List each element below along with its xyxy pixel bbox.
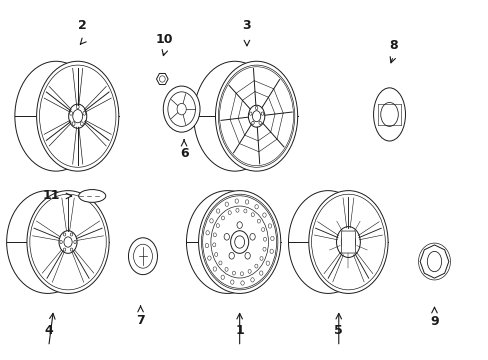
Ellipse shape [251, 213, 254, 217]
Ellipse shape [80, 122, 83, 126]
Ellipse shape [336, 226, 360, 257]
Text: 10: 10 [156, 33, 173, 46]
Ellipse shape [249, 112, 251, 115]
Ellipse shape [221, 275, 224, 279]
Text: 6: 6 [180, 147, 188, 160]
Ellipse shape [159, 76, 165, 82]
Ellipse shape [207, 256, 211, 260]
Ellipse shape [209, 219, 213, 223]
Ellipse shape [70, 233, 73, 236]
Ellipse shape [245, 200, 248, 204]
Ellipse shape [248, 105, 264, 127]
Ellipse shape [128, 238, 157, 275]
Ellipse shape [380, 103, 398, 126]
Ellipse shape [177, 103, 186, 115]
Ellipse shape [216, 209, 220, 213]
Ellipse shape [230, 280, 234, 284]
Ellipse shape [252, 111, 260, 122]
Ellipse shape [261, 112, 263, 115]
Ellipse shape [224, 267, 227, 271]
Ellipse shape [263, 247, 265, 251]
Ellipse shape [232, 271, 235, 275]
Ellipse shape [259, 121, 261, 125]
Ellipse shape [68, 104, 86, 128]
Ellipse shape [212, 243, 215, 247]
Polygon shape [419, 245, 448, 278]
Ellipse shape [240, 272, 243, 276]
Ellipse shape [83, 111, 85, 115]
Ellipse shape [228, 252, 234, 259]
Ellipse shape [70, 248, 73, 251]
Ellipse shape [73, 109, 82, 123]
Ellipse shape [254, 264, 257, 268]
Ellipse shape [257, 219, 260, 223]
Ellipse shape [64, 237, 72, 247]
Ellipse shape [198, 191, 280, 293]
Ellipse shape [63, 248, 66, 251]
Ellipse shape [244, 252, 250, 259]
Ellipse shape [205, 243, 208, 248]
Text: 4: 4 [44, 324, 53, 337]
Ellipse shape [60, 240, 62, 244]
Ellipse shape [260, 256, 263, 260]
Ellipse shape [263, 237, 266, 241]
Ellipse shape [255, 106, 257, 109]
Ellipse shape [228, 211, 231, 215]
Ellipse shape [261, 228, 264, 231]
Ellipse shape [205, 231, 209, 235]
Ellipse shape [259, 271, 263, 275]
Ellipse shape [213, 233, 216, 237]
Ellipse shape [247, 269, 251, 273]
Ellipse shape [69, 111, 72, 115]
Ellipse shape [254, 204, 258, 209]
Ellipse shape [244, 209, 246, 213]
Polygon shape [156, 73, 168, 85]
Ellipse shape [59, 231, 77, 253]
Text: 11: 11 [42, 189, 60, 202]
Ellipse shape [214, 252, 217, 256]
Ellipse shape [230, 231, 248, 253]
Ellipse shape [308, 191, 387, 293]
Ellipse shape [427, 251, 441, 272]
Ellipse shape [72, 122, 75, 126]
Ellipse shape [219, 261, 222, 265]
Text: 9: 9 [429, 315, 438, 328]
Ellipse shape [221, 216, 224, 220]
Ellipse shape [265, 261, 269, 265]
Ellipse shape [237, 222, 242, 228]
Ellipse shape [79, 190, 105, 202]
Ellipse shape [74, 240, 76, 244]
Ellipse shape [235, 208, 239, 212]
Ellipse shape [341, 233, 355, 251]
Text: 7: 7 [136, 314, 144, 327]
Ellipse shape [240, 281, 244, 285]
Ellipse shape [251, 121, 254, 125]
Ellipse shape [249, 233, 255, 240]
Ellipse shape [224, 233, 229, 240]
Ellipse shape [235, 199, 238, 203]
Ellipse shape [63, 233, 66, 236]
Text: 5: 5 [334, 324, 343, 337]
Ellipse shape [373, 88, 405, 141]
Text: 3: 3 [242, 19, 251, 32]
Ellipse shape [163, 86, 200, 132]
Ellipse shape [37, 61, 119, 171]
Ellipse shape [76, 105, 79, 109]
Text: 2: 2 [78, 19, 87, 32]
Ellipse shape [213, 267, 216, 271]
Ellipse shape [267, 224, 271, 228]
Ellipse shape [224, 202, 228, 206]
Ellipse shape [215, 61, 297, 171]
Ellipse shape [216, 224, 219, 228]
FancyBboxPatch shape [341, 231, 355, 253]
Text: 1: 1 [235, 324, 244, 337]
Text: 8: 8 [388, 39, 397, 52]
Ellipse shape [234, 236, 244, 248]
Ellipse shape [250, 278, 254, 282]
Ellipse shape [262, 213, 265, 217]
Ellipse shape [269, 249, 273, 253]
Ellipse shape [270, 236, 274, 240]
Ellipse shape [27, 191, 109, 293]
